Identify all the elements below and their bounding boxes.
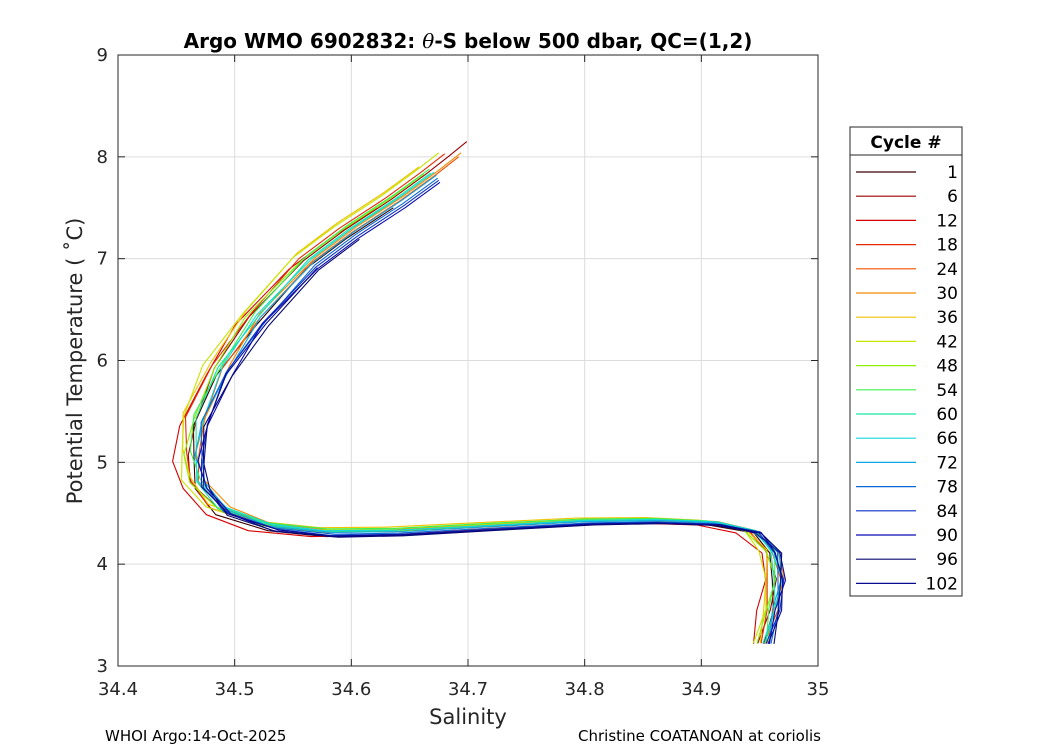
footer-left-credit: WHOI Argo:14-Oct-2025 [105, 727, 286, 745]
y-tick-label: 4 [97, 554, 108, 575]
legend-label: 102 [926, 574, 958, 594]
legend-label: 24 [936, 260, 958, 280]
x-tick-label: 34.9 [681, 679, 721, 700]
legend-entry: 84 [856, 502, 958, 522]
legend-entry: 48 [856, 357, 958, 377]
legend-entry: 1 [856, 163, 958, 183]
legend-label: 72 [936, 453, 958, 473]
y-tick-label: 3 [97, 656, 108, 677]
legend-entry: 42 [856, 332, 958, 352]
legend-entry: 78 [856, 478, 958, 498]
legend-label: 12 [936, 211, 958, 231]
series-line-cycle-102 [202, 267, 784, 645]
legend-entry: 54 [856, 381, 958, 401]
legend-entry: 60 [856, 405, 958, 425]
series-line-cycle-66 [194, 171, 783, 644]
y-tick-label: 6 [97, 351, 108, 372]
legend-entry: 18 [856, 236, 958, 256]
legend-label: 66 [936, 429, 958, 449]
x-tick-label: 34.6 [331, 679, 371, 700]
legend-entry: 36 [856, 308, 958, 328]
tick-labels: 34.4 34.5 34.6 34.7 34.8 34.9 35 3 4 5 6 7 8 9 [97, 45, 830, 700]
legend: Cycle # 1 6 12 18 24 30 36 42 48 54 60 66 72 78 84 90 96… [849, 126, 963, 597]
legend-entries: 1 6 12 18 24 30 36 42 48 54 60 66 72 78 84 90 96 102 [856, 163, 958, 594]
legend-label: 36 [936, 308, 958, 328]
chart-title: Argo WMO 6902832: θ-S below 500 dbar, QC… [184, 29, 753, 53]
legend-entry: 6 [856, 187, 958, 207]
tick-marks [117, 54, 819, 667]
legend-label: 54 [936, 381, 958, 401]
y-tick-label: 9 [97, 45, 108, 66]
series-lines [172, 141, 787, 645]
x-tick-label: 34.7 [448, 679, 488, 700]
legend-entry: 30 [856, 284, 958, 304]
legend-label: 96 [936, 550, 958, 570]
x-tick-label: 34.4 [98, 679, 138, 700]
legend-label: 90 [936, 526, 958, 546]
legend-entry: 90 [856, 526, 958, 546]
legend-label: 42 [936, 332, 958, 352]
legend-entry: 24 [856, 260, 958, 280]
legend-label: 6 [947, 187, 958, 207]
legend-label: 78 [936, 478, 958, 498]
y-axis-label: Potential Temperature ( ˚C) [63, 218, 87, 505]
legend-label: 1 [947, 163, 958, 183]
legend-label: 60 [936, 405, 958, 425]
legend-title: Cycle # [870, 133, 941, 153]
y-tick-label: 5 [97, 452, 108, 473]
legend-entry: 66 [856, 429, 958, 449]
series-line-cycle-96 [202, 238, 783, 644]
legend-entry: 12 [856, 211, 958, 231]
footer-right-credit: Christine COATANOAN at coriolis [578, 727, 821, 745]
x-axis-label: Salinity [429, 705, 507, 729]
legend-label: 18 [936, 236, 958, 256]
legend-label: 84 [936, 502, 958, 522]
x-tick-label: 35 [807, 679, 830, 700]
legend-label: 48 [936, 357, 958, 377]
legend-entry: 102 [856, 574, 958, 594]
x-tick-label: 34.5 [215, 679, 255, 700]
legend-entry: 72 [856, 453, 958, 473]
x-tick-label: 34.8 [565, 679, 605, 700]
legend-label: 30 [936, 284, 958, 304]
legend-box [849, 126, 963, 597]
y-tick-label: 8 [97, 147, 108, 168]
y-tick-label: 7 [97, 249, 108, 270]
legend-entry: 96 [856, 550, 958, 570]
series-line-cycle-78 [200, 177, 779, 644]
